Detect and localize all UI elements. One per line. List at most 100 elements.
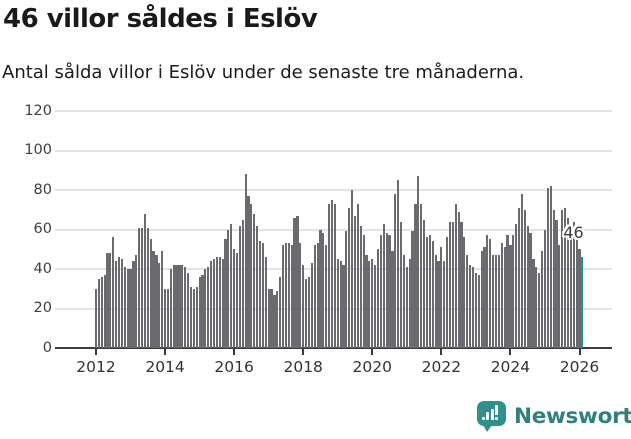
bar-month [492,255,495,348]
bar-month [529,233,532,348]
bar-month [210,261,213,348]
bar-month [175,265,178,348]
bar-month [535,267,538,348]
bar-month [549,186,552,348]
x-axis-tick [509,349,512,355]
bar-month [135,255,138,348]
bar-month [296,215,299,348]
bar-month [238,225,241,348]
bar-month [336,259,339,348]
bar-month [152,251,155,348]
x-axis-tick [233,349,236,355]
bar-month [163,288,167,348]
bar-month [448,221,452,348]
bar-month [195,286,198,348]
bar-month [351,190,354,348]
bar-month [546,188,549,348]
x-axis-tick [371,349,374,355]
bar-month [566,217,570,348]
bar-month [204,269,207,348]
bar-month [319,229,322,348]
bar-month [273,294,276,348]
gridline-y120 [55,110,612,112]
page-title: 46 villor såldes i Eslöv [3,4,318,34]
bar-month [299,243,302,348]
bar-month [382,223,385,348]
bar-month [425,237,429,348]
newsworthy-bubble-chart-icon [477,401,507,432]
bar-month [120,259,123,348]
bar-month [140,227,144,348]
bar-month [178,265,181,348]
bar-month [376,249,380,348]
bar-month [330,199,334,348]
bar-month [523,209,526,348]
bar-month [359,225,362,348]
bar-month [469,265,472,348]
bar-month [103,274,106,348]
bar-month [158,263,161,348]
bar-month [270,288,273,348]
bar-month [454,203,457,348]
bar-month [500,243,503,348]
bar-month [428,235,431,348]
bar-month [471,267,475,348]
bar-month [302,265,305,348]
bar-month [97,278,100,348]
bar-month [397,180,400,348]
bar-month [543,229,547,348]
bar-month [422,219,426,348]
bar-month [520,193,524,348]
bar-month [123,267,126,348]
x-axis-tick-label: 2026 [559,358,600,376]
bar-highlight-latest [581,257,584,348]
bar-month [512,235,515,348]
bar-month [293,217,296,348]
bar-month [466,255,469,348]
bar-month [284,243,288,348]
x-axis-tick [440,349,443,355]
bar-month [279,276,282,348]
bar-month [379,235,382,348]
bar-month [181,265,184,348]
bar-month [313,245,316,348]
x-axis-tick [578,349,581,355]
bar-month [258,241,262,348]
bar-month [244,174,247,348]
bar-month [115,261,118,348]
x-axis-tick [302,349,305,355]
x-axis-tick [164,349,167,355]
icon-bar-short [486,412,489,420]
bar-month [477,274,480,348]
icon-exclamation-bar [495,405,498,415]
y-axis-tick-label: 40 [33,260,52,277]
bar-month [253,213,256,348]
latest-value-label: 46 [563,223,584,243]
bar-month [385,233,388,348]
bar-month [391,251,394,348]
bar-month [394,193,397,348]
bar-month [480,251,483,348]
bar-month [446,237,449,348]
bar-month [256,225,259,348]
bar-month [333,203,336,348]
bar-month [451,221,454,348]
x-axis-tick-label: 2014 [145,358,185,376]
bar-month [235,253,239,348]
gridline-y60 [55,228,612,231]
bar-month [161,251,164,348]
bar-month [215,257,218,348]
bar-month [169,269,172,348]
newsworthy-logo[interactable]: Newsworthy [477,401,631,432]
bar-month [483,247,486,348]
bar-month [100,276,103,348]
bar-month [94,288,98,348]
bar-month [526,225,529,348]
bar-month [155,255,158,348]
x-axis-tick [95,349,97,355]
bar-month [198,276,201,348]
bar-month [233,249,236,348]
bar-month [515,223,518,348]
